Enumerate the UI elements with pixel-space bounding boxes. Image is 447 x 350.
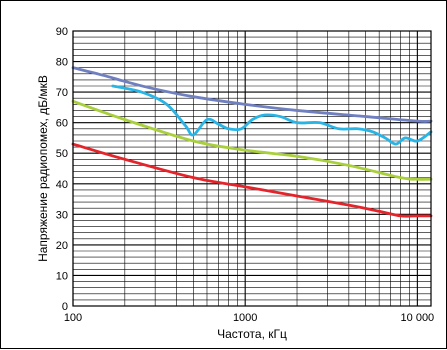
y-tick-label: 0 xyxy=(62,301,68,313)
x-tick-label: 10 000 xyxy=(401,312,435,324)
series-line-4 xyxy=(71,142,433,218)
grid-minor xyxy=(73,31,431,306)
y-tick-label: 90 xyxy=(56,26,68,38)
series-lines xyxy=(71,66,433,218)
y-tick-label: 70 xyxy=(56,87,68,99)
y-tick-label: 40 xyxy=(56,179,68,191)
x-tick-label: 1000 xyxy=(233,312,257,324)
plot-border xyxy=(72,30,432,307)
y-tick-label: 30 xyxy=(56,209,68,221)
series-line-3 xyxy=(71,99,433,181)
y-tick-label: 80 xyxy=(56,57,68,69)
y-tick-label: 10 xyxy=(56,270,68,282)
y-tick-label: 60 xyxy=(56,118,68,130)
x-tick-labels: 100 1000 10 000 xyxy=(64,312,434,324)
series-line-2 xyxy=(111,84,433,146)
y-tick-label: 50 xyxy=(56,148,68,160)
x-tick-label: 100 xyxy=(64,312,82,324)
y-tick-labels: 0 10 20 30 40 50 60 70 80 90 xyxy=(56,26,68,313)
series-line-1 xyxy=(71,66,433,123)
y-tick-label: 20 xyxy=(56,240,68,252)
x-axis-label: Частота, кГц xyxy=(217,327,287,341)
grid-major xyxy=(72,30,431,307)
y-axis-label: Напряжение радиопомех, дБ/мкВ xyxy=(36,75,50,262)
